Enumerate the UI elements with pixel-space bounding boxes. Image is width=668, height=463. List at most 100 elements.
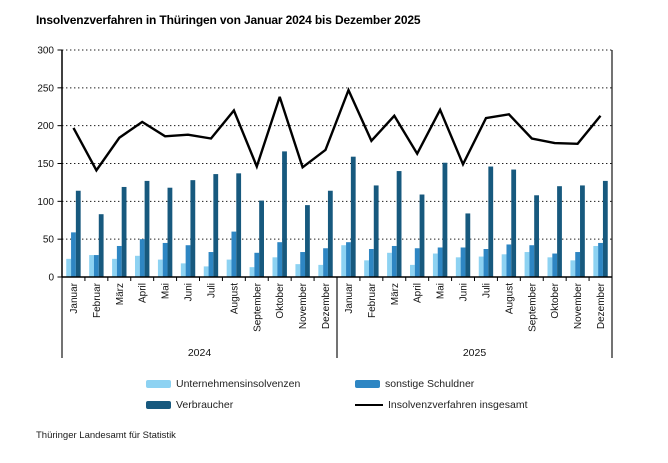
bar xyxy=(455,257,461,277)
legend-swatch-unternehmensinsolvenzen xyxy=(146,380,171,388)
legend-item-unternehmensinsolvenzen: Unternehmensinsolvenzen xyxy=(146,378,355,390)
year-axis: 2024 2025 xyxy=(61,277,613,359)
y-tick-label: 100 xyxy=(37,197,54,208)
legend-label: Insolvenzverfahren insgesamt xyxy=(388,399,528,411)
bar xyxy=(203,266,209,277)
bars-sonstige-schuldner xyxy=(71,231,603,277)
bar xyxy=(295,264,301,277)
bar xyxy=(139,239,145,277)
bar xyxy=(478,256,484,277)
bar xyxy=(593,245,599,277)
bar xyxy=(460,247,466,277)
bar xyxy=(66,258,72,277)
bar xyxy=(501,254,507,277)
month-label: August xyxy=(229,283,240,314)
source-text: Thüringer Landesamt für Statistik xyxy=(36,430,176,441)
bar xyxy=(575,252,581,277)
month-label: November xyxy=(298,282,309,329)
month-label: September xyxy=(527,282,538,332)
bar xyxy=(162,242,168,277)
bar xyxy=(442,162,448,277)
bar xyxy=(231,231,237,277)
bar xyxy=(300,252,306,277)
bar xyxy=(167,187,173,277)
bar xyxy=(529,245,535,277)
bars-verbraucher xyxy=(75,151,608,277)
bar xyxy=(89,255,94,277)
bar xyxy=(570,260,576,277)
bar xyxy=(364,260,369,277)
bar xyxy=(488,166,494,277)
bar xyxy=(208,252,214,277)
month-label: Oktober xyxy=(275,282,286,318)
bar xyxy=(71,232,76,277)
bar xyxy=(396,171,402,277)
bar xyxy=(341,245,347,277)
y-tick-label: 200 xyxy=(37,121,54,132)
month-label: Dezember xyxy=(321,282,332,329)
bar xyxy=(511,169,517,277)
bar xyxy=(547,257,553,277)
bar xyxy=(323,248,328,277)
legend-item-sonstige-schuldner: sonstige Schuldner xyxy=(355,378,528,390)
bar xyxy=(483,249,489,277)
bar xyxy=(272,257,278,277)
bar xyxy=(259,200,264,277)
bar xyxy=(391,245,397,277)
bar xyxy=(282,151,287,277)
bar xyxy=(346,242,351,277)
bar xyxy=(524,252,530,277)
bar xyxy=(598,242,603,277)
month-label: Mai xyxy=(436,283,447,299)
bar xyxy=(121,186,127,277)
bar xyxy=(157,259,163,277)
bar xyxy=(254,252,260,277)
month-label: Juni xyxy=(184,283,195,301)
bar xyxy=(180,263,186,277)
y-tick-label: 250 xyxy=(37,83,54,94)
year-label: 2024 xyxy=(188,347,212,359)
y-tick-label: 50 xyxy=(43,235,55,246)
bar xyxy=(277,242,283,277)
bar xyxy=(580,185,585,277)
month-label: Dezember xyxy=(596,282,607,329)
bar xyxy=(112,258,117,277)
bar xyxy=(185,245,191,277)
y-tick-label: 300 xyxy=(37,46,54,57)
bar xyxy=(414,248,420,277)
month-label: Februar xyxy=(92,282,103,318)
bar xyxy=(410,264,415,277)
bar xyxy=(534,195,539,277)
month-label: Oktober xyxy=(550,282,561,318)
month-label: März xyxy=(115,283,126,305)
bar xyxy=(135,255,140,277)
bar xyxy=(387,252,392,277)
bar xyxy=(602,180,608,277)
bar xyxy=(116,245,122,277)
legend-label: Verbraucher xyxy=(176,399,234,411)
chart-plot: 0 50 100 150 200 250 300 Januar Februar März April… xyxy=(37,46,613,359)
legend-swatch-sonstige-schuldner xyxy=(355,380,380,388)
bar xyxy=(350,156,356,277)
chart-legend: Unternehmensinsolvenzen sonstige Schuldn… xyxy=(146,378,528,411)
month-label: März xyxy=(390,283,401,305)
bar xyxy=(368,249,374,277)
month-label: September xyxy=(252,282,263,332)
bar xyxy=(327,190,333,277)
bar xyxy=(419,194,425,277)
total-line xyxy=(72,86,602,173)
bar xyxy=(98,214,104,277)
bar xyxy=(226,259,232,277)
y-tick-label: 0 xyxy=(48,273,54,284)
month-labels: Januar Februar März April Mai Juni Juli August S… xyxy=(69,282,607,332)
legend-item-insgesamt: Insolvenzverfahren insgesamt xyxy=(355,399,528,411)
month-label: Februar xyxy=(367,282,378,318)
y-tick-label: 150 xyxy=(37,159,54,170)
month-label: Juli xyxy=(207,283,218,298)
legend-label: sonstige Schuldner xyxy=(385,378,475,390)
month-label: Mai xyxy=(161,283,172,299)
bar xyxy=(506,244,512,277)
bar xyxy=(236,173,242,277)
month-label: November xyxy=(573,282,584,329)
month-label: April xyxy=(138,283,149,303)
